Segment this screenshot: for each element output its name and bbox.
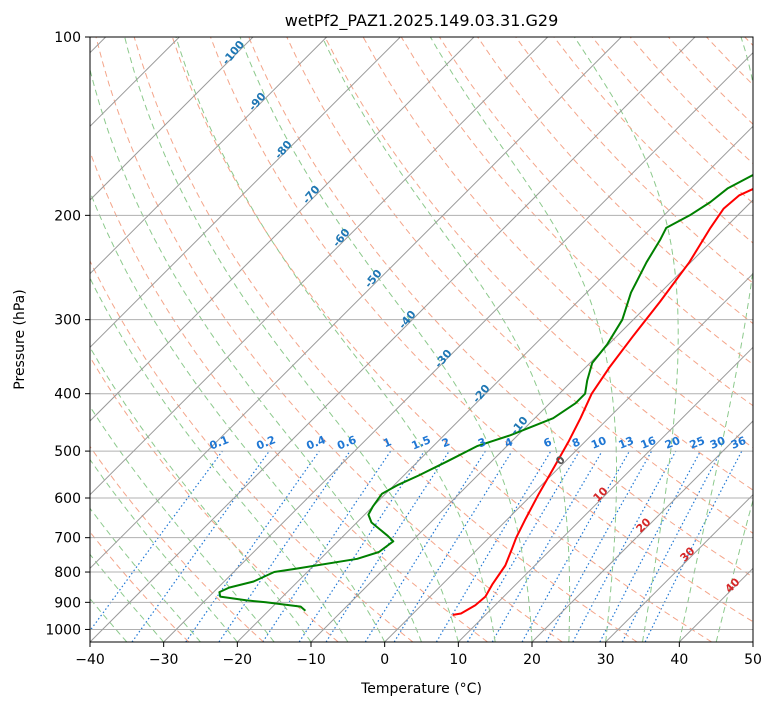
y-tick-label: 500 [54, 444, 81, 460]
moist-adiabat-line [175, 37, 496, 642]
mixing-ratio-label: 16 [639, 434, 658, 452]
mixing-ratio-label: 1 [381, 435, 393, 450]
plot-area: -100-90-80-70-60-50-40-30-20-100.1 0.2 0.4… [90, 37, 753, 642]
mixing-ratio-label: 10 [589, 434, 608, 452]
dry-adiabat-line [515, 37, 753, 284]
mixing-ratio-line [572, 450, 677, 642]
dry-adiabats [90, 37, 753, 642]
moist-adiabat-line [90, 597, 128, 642]
dry-adiabat-line [286, 37, 753, 534]
sounding-line [218, 173, 753, 612]
mixing-ratio-line [545, 450, 653, 642]
mixing-ratio-line [262, 450, 392, 642]
moist-adiabat-line [90, 458, 238, 642]
mixing-ratio-label: 8 [570, 435, 582, 450]
sounding-series [218, 173, 753, 616]
moist-adiabat-line [429, 37, 617, 642]
moist-adiabat-line [90, 553, 165, 642]
mixing-ratio-line [393, 450, 513, 642]
isotherm-line [531, 420, 753, 642]
mixing-ratio-line [325, 450, 450, 642]
y-tick-label: 1000 [45, 622, 81, 638]
isotherm-line [90, 37, 475, 422]
isotherm-line [384, 272, 753, 642]
x-tick-label: −40 [75, 652, 105, 668]
y-tick-label: 600 [54, 491, 81, 507]
moist-adiabat-line [90, 276, 349, 642]
y-tick-label: 200 [54, 208, 81, 224]
x-tick-label: 50 [744, 652, 762, 668]
isotherm-line [90, 37, 328, 275]
x-axis-label: Temperature (°C) [360, 681, 482, 697]
isotherm-line [90, 37, 549, 496]
grid-lines [90, 37, 753, 630]
y-tick-label: 800 [54, 565, 81, 581]
chart-title: wetPf2_PAZ1.2025.149.03.31.G29 [285, 11, 559, 31]
isotherm-line [163, 51, 753, 642]
mixing-ratio-label: 25 [688, 434, 707, 452]
x-tick-label: 40 [670, 652, 688, 668]
x-tick-label: −10 [296, 652, 326, 668]
isotherm-line [457, 346, 753, 642]
mixing-ratio-line [521, 450, 631, 642]
isotherm-line [605, 493, 753, 642]
y-tick-label: 700 [54, 531, 81, 547]
dry-adiabat-line [95, 37, 563, 642]
dry-adiabat-line [210, 37, 753, 623]
isotherm-line [90, 37, 696, 642]
dry-adiabat-line [324, 37, 753, 491]
dry-adiabat-line [90, 356, 339, 642]
moist-adiabat-line [90, 190, 386, 642]
isotherm-line [90, 37, 622, 570]
skewed-isotherms [90, 37, 753, 642]
x-tick-label: 30 [597, 652, 615, 668]
y-axis-label: Pressure (hPa) [12, 289, 28, 389]
mixing-ratio-label: 30 [708, 434, 727, 452]
y-tick-label: 400 [54, 387, 81, 403]
dry-adiabat-line [90, 259, 414, 642]
y-tick-label: 100 [54, 30, 81, 46]
dry-adiabat-line [90, 445, 264, 642]
mixing-ratio-label: 2 [440, 435, 452, 450]
sounding-line [452, 187, 753, 616]
dry-adiabat-line [171, 37, 712, 642]
y-axis-ticks: 100 200 300 400 500 600 700 800 900 1000 [45, 30, 90, 638]
moist-adiabat-line [321, 37, 571, 642]
moist-adiabat-line [715, 498, 753, 642]
y-tick-label: 300 [54, 313, 81, 329]
moist-adiabat-line [90, 507, 201, 642]
x-tick-label: −30 [149, 652, 179, 668]
mixing-ratio-line [298, 450, 425, 642]
mixing-ratio-line [644, 450, 743, 642]
mixing-ratio-label: 3 [476, 435, 488, 450]
moist-adiabat-line [678, 37, 753, 642]
mixing-ratio-line [131, 450, 270, 642]
x-tick-label: 0 [380, 652, 389, 668]
mixing-ratio-lines [90, 450, 743, 642]
x-tick-label: 20 [523, 652, 541, 668]
isotherm-line [90, 37, 401, 349]
mixing-ratio-label: 20 [663, 434, 682, 452]
moist-adiabat-line [239, 37, 533, 642]
dry-adiabat-line [133, 37, 638, 642]
plot-frame [89, 36, 754, 643]
mixing-ratio-line [185, 450, 320, 642]
moist-adiabat-line [124, 37, 459, 642]
moist-adiabat-line [90, 67, 422, 642]
isotherm-line [90, 37, 254, 201]
mixing-ratio-line [90, 450, 223, 632]
mixing-ratio-label: 36 [729, 434, 748, 452]
isotherm-line [236, 125, 753, 642]
mixing-ratio-label: 13 [617, 434, 636, 452]
dry-adiabat-line [248, 37, 753, 578]
x-tick-label: −20 [223, 652, 253, 668]
x-tick-label: 10 [449, 652, 467, 668]
y-tick-label: 900 [54, 595, 81, 611]
isotherm-line [310, 199, 753, 642]
mixing-ratio-line [218, 450, 351, 642]
x-axis-ticks: −40 −30 −20 −10 0 10 20 30 40 50 [75, 642, 762, 668]
